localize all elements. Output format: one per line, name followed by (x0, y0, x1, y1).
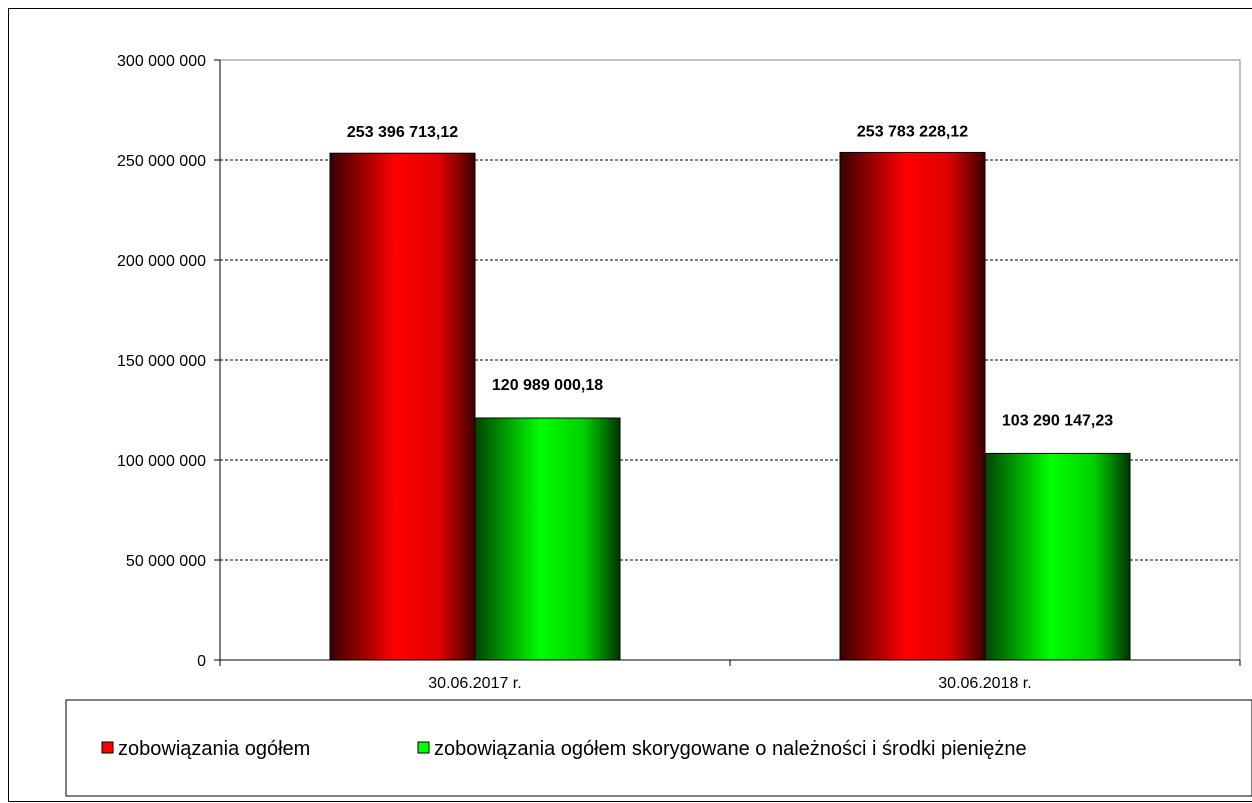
data-label: 120 989 000,18 (492, 377, 603, 394)
y-tick-label: 150 000 000 (117, 353, 206, 370)
data-label: 253 783 228,12 (857, 123, 968, 140)
bar (329, 152, 476, 661)
y-tick-label: 200 000 000 (117, 253, 206, 270)
bar (839, 151, 986, 661)
bars (329, 151, 1131, 661)
legend-box (65, 699, 1252, 797)
y-tick-label: 50 000 000 (126, 553, 206, 570)
bar (474, 417, 621, 661)
y-tick-label: 250 000 000 (117, 153, 206, 170)
legend: zobowiązania ogółem zobowiązania ogółem s… (65, 699, 1252, 797)
legend-label: zobowiązania ogółem (118, 738, 310, 760)
data-labels: 253 396 713,12 120 989 000,18 253 783 228,… (347, 123, 1113, 429)
x-tick-label: 30.06.2017 r. (428, 675, 521, 692)
y-tick-label: 100 000 000 (117, 453, 206, 470)
data-label: 103 290 147,23 (1002, 412, 1113, 429)
data-label: 253 396 713,12 (347, 124, 458, 141)
axes: 0 50 000 000 100 000 000 150 000 000 200 000… (117, 53, 1241, 692)
legend-swatch (417, 741, 430, 754)
chart-frame (8, 8, 1252, 802)
y-tick-label: 0 (197, 653, 206, 670)
y-tick-label: 300 000 000 (117, 53, 206, 70)
legend-swatch (101, 741, 114, 754)
bar (984, 452, 1131, 661)
legend-label: zobowiązania ogółem skorygowane o należn… (434, 738, 1027, 760)
x-tick-label: 30.06.2018 r. (938, 675, 1031, 692)
